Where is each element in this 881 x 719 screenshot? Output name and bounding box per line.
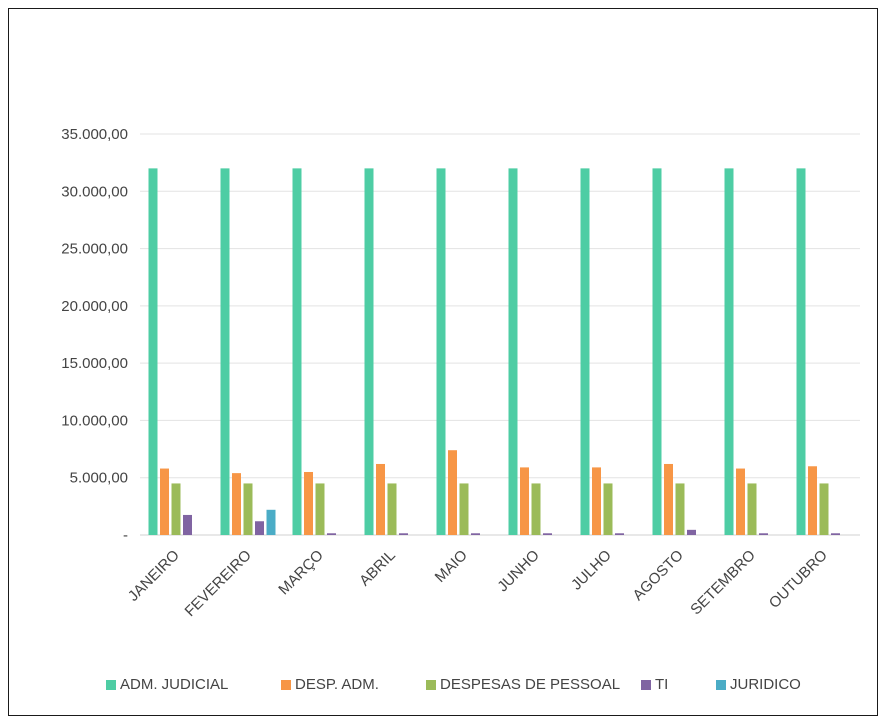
y-tick-label: 25.000,00 — [61, 241, 128, 258]
bar — [747, 483, 757, 535]
bar — [220, 168, 230, 535]
y-tick-label: 5.000,00 — [70, 470, 128, 487]
gridlines — [140, 133, 860, 536]
bar — [531, 483, 541, 535]
x-tick-label: JUNHO — [494, 547, 543, 596]
bar — [266, 509, 276, 535]
bar — [508, 168, 518, 535]
bar — [364, 168, 374, 535]
bar — [243, 483, 253, 535]
bar — [327, 533, 336, 535]
y-tick-label: - — [123, 527, 128, 544]
bar — [808, 466, 817, 535]
bar — [471, 533, 480, 535]
bar — [459, 483, 469, 535]
bar — [675, 483, 685, 535]
bar — [759, 533, 768, 535]
bar — [603, 483, 613, 535]
bar — [724, 168, 734, 535]
y-tick-label: 10.000,00 — [61, 412, 128, 429]
y-tick-label: 35.000,00 — [61, 126, 128, 143]
x-tick-label: MAIO — [432, 547, 471, 586]
bar — [796, 168, 806, 535]
bar — [736, 468, 745, 535]
legend-swatch — [281, 679, 291, 690]
bar — [580, 168, 590, 535]
x-tick-label: JANEIRO — [125, 547, 183, 605]
bar — [520, 467, 529, 535]
bar — [615, 533, 624, 535]
bar — [387, 483, 397, 535]
x-tick-label: AGOSTO — [630, 547, 687, 604]
legend-item: ADM. JUDICIAL — [106, 676, 228, 693]
legend-swatch — [641, 679, 651, 690]
legend-label: DESPESAS DE PESSOAL — [440, 676, 621, 693]
bar — [664, 463, 673, 535]
bar — [831, 533, 840, 535]
bar — [448, 450, 457, 535]
bar — [315, 483, 325, 535]
x-tick-label: FEVEREIRO — [182, 547, 255, 620]
bar — [592, 467, 601, 535]
legend-label: DESP. ADM. — [295, 676, 379, 693]
y-tick-label: 30.000,00 — [61, 183, 128, 200]
legend-item: JURIDICO — [716, 676, 801, 693]
legend-label: TI — [655, 676, 669, 693]
x-tick-label: ABRIL — [356, 547, 399, 590]
x-tick-label: MARÇO — [275, 547, 327, 599]
bar — [543, 533, 552, 535]
bar — [171, 483, 181, 535]
bar — [687, 529, 696, 535]
x-tick-label: JULHO — [568, 547, 615, 594]
bar — [399, 533, 408, 535]
bar — [148, 168, 158, 535]
bar — [160, 468, 169, 535]
bar — [183, 514, 192, 535]
legend-label: JURIDICO — [730, 676, 801, 693]
bar — [292, 168, 302, 535]
legend-item: TI — [641, 676, 668, 693]
legend-swatch — [106, 679, 116, 690]
legend-item: DESP. ADM. — [281, 676, 379, 693]
bar — [819, 483, 829, 535]
y-tick-label: 15.000,00 — [61, 355, 128, 372]
bars — [148, 168, 840, 535]
legend-swatch — [426, 679, 436, 690]
y-tick-label: 20.000,00 — [61, 298, 128, 315]
legend-item: DESPESAS DE PESSOAL — [426, 676, 620, 693]
y-axis-ticks: - 5.000,00 10.000,00 15.000,00 20.000,00 25.0… — [61, 126, 128, 544]
bar — [652, 168, 662, 535]
x-tick-label: OUTUBRO — [766, 547, 831, 612]
bar — [255, 521, 264, 535]
bar — [304, 471, 313, 535]
bar — [232, 473, 241, 535]
legend: ADM. JUDICIAL DESP. ADM. DESPESAS DE PESSO… — [0, 676, 881, 696]
bar — [436, 168, 446, 535]
x-tick-label: SETEMBRO — [687, 547, 759, 619]
legend-swatch — [716, 679, 726, 690]
legend-label: ADM. JUDICIAL — [120, 676, 229, 693]
bar — [376, 463, 385, 535]
